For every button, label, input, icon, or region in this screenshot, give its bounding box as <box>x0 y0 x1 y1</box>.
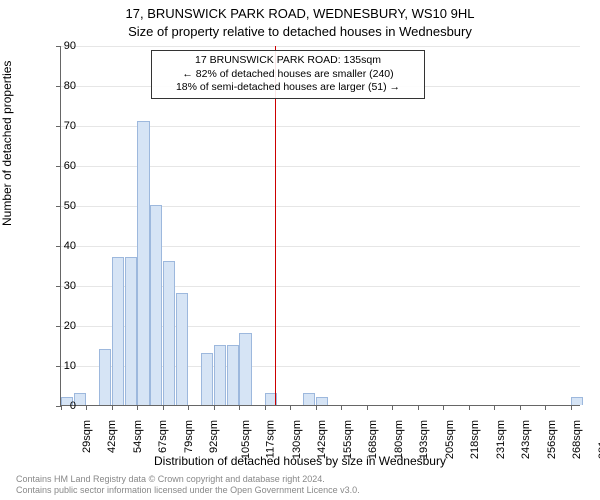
reference-line <box>275 46 276 405</box>
xtick-mark <box>367 405 368 410</box>
xtick-mark <box>341 405 342 410</box>
xtick-mark <box>112 405 113 410</box>
xtick-label: 218sqm <box>470 420 482 459</box>
annotation-line: 17 BRUNSWICK PARK ROAD: 135sqm <box>158 54 418 68</box>
xtick-label: 155sqm <box>342 420 354 459</box>
annotation-box: 17 BRUNSWICK PARK ROAD: 135sqm← 82% of d… <box>151 50 425 99</box>
xtick-mark <box>188 405 189 410</box>
xtick-label: 180sqm <box>393 420 405 459</box>
plot-area: 17 BRUNSWICK PARK ROAD: 135sqm← 82% of d… <box>60 46 580 406</box>
ytick-label: 80 <box>46 80 76 92</box>
annotation-line: 18% of semi-detached houses are larger (… <box>158 81 418 95</box>
xtick-label: 79sqm <box>183 420 195 453</box>
footnote-line1: Contains HM Land Registry data © Crown c… <box>16 474 360 485</box>
ytick-label: 40 <box>46 240 76 252</box>
xtick-label: 117sqm <box>265 420 277 458</box>
chart-container: 17, BRUNSWICK PARK ROAD, WEDNESBURY, WS1… <box>0 0 600 500</box>
xtick-label: 29sqm <box>81 420 93 453</box>
chart-title-address: 17, BRUNSWICK PARK ROAD, WEDNESBURY, WS1… <box>0 6 600 21</box>
gridline <box>61 46 580 47</box>
histogram-bar <box>176 293 188 405</box>
histogram-bar <box>571 397 583 405</box>
xtick-mark <box>469 405 470 410</box>
xtick-label: 268sqm <box>572 420 584 459</box>
histogram-bar <box>201 353 213 405</box>
xtick-label: 193sqm <box>419 420 431 459</box>
y-axis-label: Number of detached properties <box>0 61 14 226</box>
xtick-label: 67sqm <box>158 420 170 453</box>
chart-title-desc: Size of property relative to detached ho… <box>0 24 600 39</box>
ytick-label: 60 <box>46 160 76 172</box>
annotation-line: ← 82% of detached houses are smaller (24… <box>158 68 418 82</box>
histogram-bar <box>316 397 328 405</box>
xtick-label: 256sqm <box>546 420 558 459</box>
xtick-mark <box>316 405 317 410</box>
histogram-bar <box>137 121 149 405</box>
histogram-bar <box>112 257 124 405</box>
xtick-mark <box>290 405 291 410</box>
xtick-label: 54sqm <box>132 420 144 453</box>
xtick-label: 42sqm <box>107 420 119 453</box>
xtick-label: 142sqm <box>317 420 329 459</box>
histogram-bar <box>214 345 226 405</box>
xtick-label: 92sqm <box>209 420 221 453</box>
xtick-label: 168sqm <box>368 420 380 459</box>
xtick-mark <box>214 405 215 410</box>
ytick-label: 10 <box>46 360 76 372</box>
ytick-label: 70 <box>46 120 76 132</box>
xtick-label: 205sqm <box>444 420 456 459</box>
xtick-mark <box>571 405 572 410</box>
xtick-mark <box>163 405 164 410</box>
footnote: Contains HM Land Registry data © Crown c… <box>16 474 360 496</box>
ytick-label: 50 <box>46 200 76 212</box>
xtick-mark <box>392 405 393 410</box>
xtick-label: 243sqm <box>521 420 533 459</box>
xtick-mark <box>265 405 266 410</box>
xtick-label: 130sqm <box>291 420 303 459</box>
histogram-bar <box>303 393 315 405</box>
ytick-label: 90 <box>46 40 76 52</box>
histogram-bar <box>99 349 111 405</box>
histogram-bar <box>163 261 175 405</box>
histogram-bar <box>125 257 137 405</box>
xtick-mark <box>86 405 87 410</box>
xtick-mark <box>520 405 521 410</box>
histogram-bar <box>239 333 251 405</box>
xtick-mark <box>418 405 419 410</box>
xtick-mark <box>443 405 444 410</box>
histogram-bar <box>150 205 162 405</box>
ytick-label: 0 <box>46 400 76 412</box>
histogram-bar <box>227 345 239 405</box>
ytick-label: 30 <box>46 280 76 292</box>
xtick-mark <box>137 405 138 410</box>
ytick-label: 20 <box>46 320 76 332</box>
xtick-mark <box>545 405 546 410</box>
xtick-label: 105sqm <box>240 420 252 459</box>
xtick-label: 231sqm <box>495 420 507 459</box>
footnote-line2: Contains public sector information licen… <box>16 485 360 496</box>
xtick-mark <box>494 405 495 410</box>
xtick-mark <box>239 405 240 410</box>
